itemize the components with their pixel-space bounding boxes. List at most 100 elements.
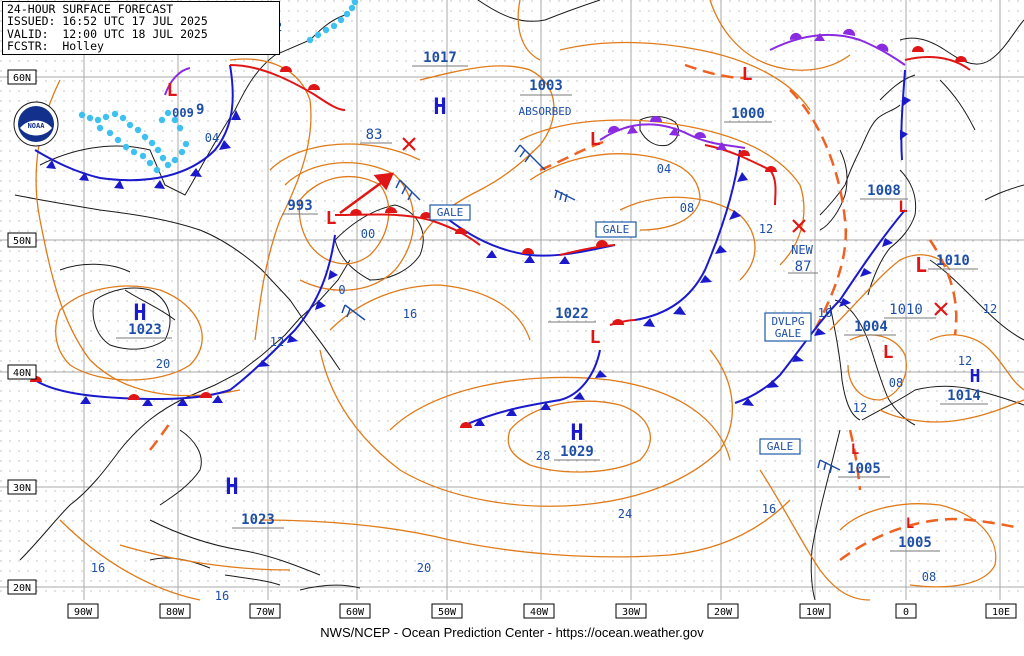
noaa-logo: NOAA xyxy=(13,101,59,147)
svg-text:08: 08 xyxy=(922,570,936,584)
low-position-markers xyxy=(402,137,948,316)
svg-text:12: 12 xyxy=(983,302,997,316)
warm-front-bumps xyxy=(30,46,967,428)
occluded-pips xyxy=(607,28,889,150)
low-value-canaries: 1005 xyxy=(847,461,881,477)
low-value-hudson: 009 xyxy=(172,106,194,120)
annotations: ABSORBED NEW 87 83 1010 xyxy=(366,105,923,318)
lat-20n: 20N xyxy=(13,583,31,594)
new-low-value: 87 xyxy=(795,259,812,275)
coastlines xyxy=(14,0,1024,601)
high-letter-iberia: H xyxy=(970,366,981,387)
issued-time: ISSUED: 16:52 UTC 17 JUL 2025 xyxy=(7,14,208,29)
low-value-north-atlantic: 1003 xyxy=(529,78,563,94)
high-letter-central-atlantic: H xyxy=(570,421,583,446)
valid-time: VALID: 12:00 UTC 18 JUL 2025 xyxy=(7,26,208,41)
low-letter-uk: L xyxy=(898,197,908,216)
svg-text:16: 16 xyxy=(215,589,229,603)
biscay-x-value: 1010 xyxy=(889,302,923,318)
value-underlines xyxy=(116,65,988,552)
low-value-france: 1010 xyxy=(936,253,970,269)
absorbed-label: ABSORBED xyxy=(519,105,572,118)
wind-barbs xyxy=(341,144,841,474)
forecast-header-box: 24-HOUR SURFACE FORECAST ISSUED: 16:52 U… xyxy=(2,1,280,55)
svg-text:00: 00 xyxy=(361,227,375,241)
forecaster: FCSTR: Holley xyxy=(7,39,104,54)
lon-0: 0 xyxy=(903,607,909,618)
low-letter-biscay: L xyxy=(883,342,894,363)
lat-50n: 50N xyxy=(13,236,31,247)
high-letter-north: H xyxy=(433,95,446,120)
svg-text:16: 16 xyxy=(818,306,832,320)
high-value-central-atlantic: 1029 xyxy=(560,444,594,460)
svg-text:16: 16 xyxy=(403,307,417,321)
high-value-north: 1017 xyxy=(423,50,457,66)
low-value-uk: 1008 xyxy=(867,183,901,199)
occluded-fronts xyxy=(164,33,906,149)
noaa-logo-text: NOAA xyxy=(28,122,46,130)
map-grid-dots xyxy=(0,0,1024,600)
gale-warning-3: GALE xyxy=(767,440,794,453)
source-footer: NWS/NCEP - Ocean Prediction Center - htt… xyxy=(320,625,704,640)
lat-30n: 30N xyxy=(13,483,31,494)
high-value-iberia: 1014 xyxy=(947,388,981,404)
svg-text:28: 28 xyxy=(536,449,550,463)
low-letter-iceland: L xyxy=(742,64,753,85)
low-value-iceland: 1000 xyxy=(731,106,765,122)
troughs xyxy=(149,63,1016,562)
low-letter-sahara: L xyxy=(906,516,914,532)
lon-80w: 80W xyxy=(166,607,185,618)
low-letter-midatlantic: L xyxy=(590,327,601,348)
low-letter-france: L xyxy=(915,253,927,277)
graticule xyxy=(0,0,1024,600)
svg-text:24: 24 xyxy=(618,507,632,521)
lon-60w: 60W xyxy=(346,607,365,618)
lon-40w: 40W xyxy=(530,607,549,618)
low-letter-newfoundland: L xyxy=(326,208,337,229)
gale-warning-1: GALE xyxy=(437,206,464,219)
svg-text:16: 16 xyxy=(91,561,105,575)
svg-text:20: 20 xyxy=(417,561,431,575)
low-value-newfoundland: 993 xyxy=(287,198,312,214)
svg-text:12: 12 xyxy=(270,335,284,349)
moving-low-value: 83 xyxy=(366,127,383,143)
svg-text:04: 04 xyxy=(657,162,671,176)
low-value-sahara: 1005 xyxy=(898,535,932,551)
cold-front-pips xyxy=(46,96,911,426)
low-value-midatlantic: 1022 xyxy=(555,306,589,322)
lon-70w: 70W xyxy=(256,607,275,618)
developing-gale-line1: DVLPG xyxy=(771,315,804,328)
high-letter-greatlakes: H xyxy=(133,301,146,326)
latitude-labels: 60N 50N 40N 30N 20N xyxy=(7,69,37,595)
cold-fronts xyxy=(34,64,906,426)
low-letter-canaries: L xyxy=(851,442,859,458)
lon-50w: 50W xyxy=(438,607,457,618)
high-letter-southwest: H xyxy=(225,475,238,500)
svg-text:08: 08 xyxy=(680,201,694,215)
svg-text:12: 12 xyxy=(853,401,867,415)
lon-10w: 10W xyxy=(806,607,825,618)
lon-30w: 30W xyxy=(622,607,641,618)
forecast-title: 24-HOUR SURFACE FORECAST xyxy=(7,2,174,16)
high-value-greatlakes: 1023 xyxy=(128,322,162,338)
svg-text:12: 12 xyxy=(958,354,972,368)
isobars xyxy=(35,0,1024,601)
svg-text:08: 08 xyxy=(889,376,903,390)
storm-motion-arrow xyxy=(339,172,395,215)
new-low-label: NEW xyxy=(791,243,813,257)
svg-text:20: 20 xyxy=(156,357,170,371)
lat-40n: 40N xyxy=(13,368,31,379)
pressure-centers: H 1023 H 1029 H 1023 H 1017 H 1014 L 993… xyxy=(128,50,981,551)
low-value-biscay: 1004 xyxy=(854,319,888,335)
lon-90w: 90W xyxy=(74,607,93,618)
svg-text:16: 16 xyxy=(762,502,776,516)
low-letter-north-atlantic: L xyxy=(590,129,601,150)
lon-10e: 10E xyxy=(992,607,1010,618)
warning-boxes: GALE GALE GALE DVLPG GALE xyxy=(429,204,812,455)
low-partial-hudson: 9 xyxy=(196,102,204,118)
developing-gale-line2: GALE xyxy=(775,327,802,340)
svg-text:04: 04 xyxy=(205,131,219,145)
svg-text:12: 12 xyxy=(759,222,773,236)
